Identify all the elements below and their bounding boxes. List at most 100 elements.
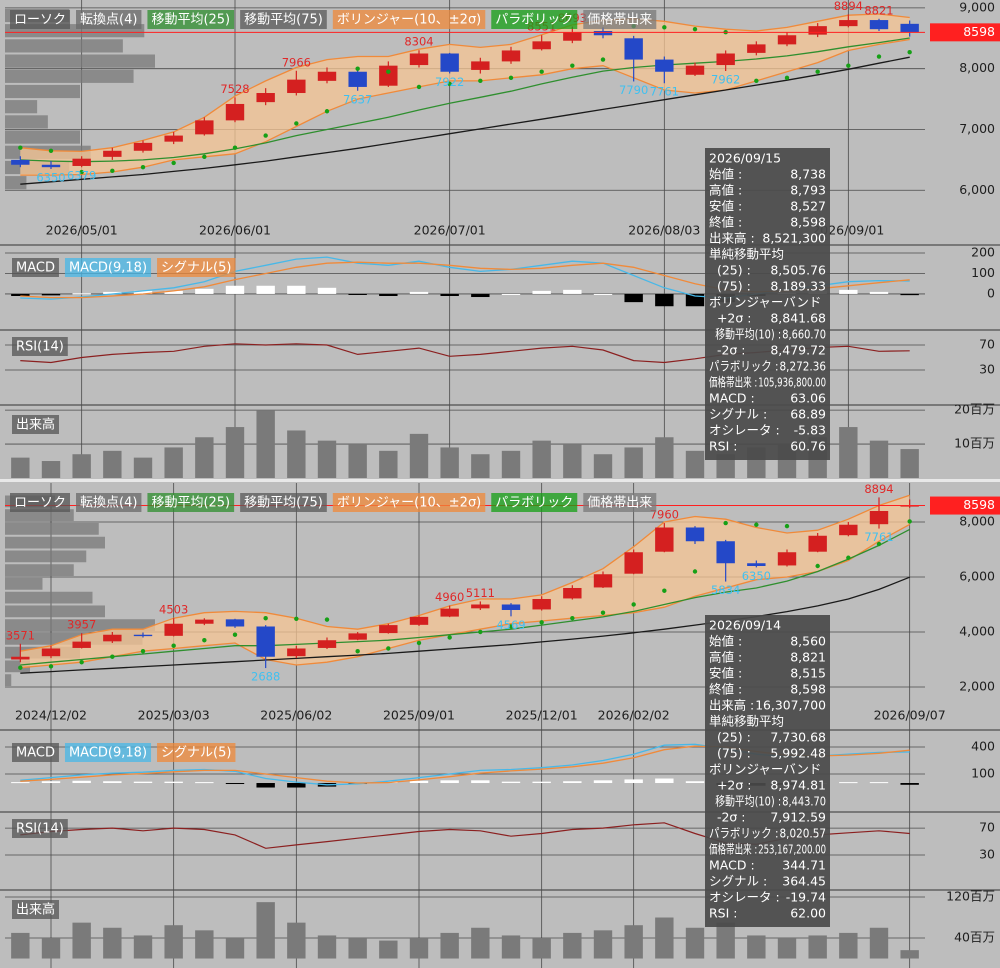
info-value: 105,936,800.00 bbox=[758, 375, 826, 390]
info-label: (25) : bbox=[709, 263, 751, 278]
legend-item-box bbox=[147, 493, 235, 512]
info-value: -19.74 bbox=[786, 890, 826, 905]
oscillator-bar bbox=[256, 783, 275, 788]
pivot-label: 7528 bbox=[220, 82, 249, 96]
legend-item: シグナル(5) bbox=[161, 261, 231, 276]
volume-bar bbox=[624, 925, 643, 959]
volume-bar bbox=[532, 938, 551, 959]
price-volume-bar bbox=[5, 115, 48, 129]
info-label: 高値 : bbox=[709, 183, 742, 198]
bollinger-lower bbox=[20, 523, 911, 669]
parabolic-dot bbox=[171, 160, 176, 166]
parabolic-dot bbox=[876, 541, 882, 547]
candle-body bbox=[164, 623, 183, 636]
legend-item-box bbox=[157, 258, 236, 277]
candle-body bbox=[103, 150, 122, 157]
parabolic-dot bbox=[692, 26, 698, 32]
legend-item-box bbox=[64, 258, 152, 277]
candle-body bbox=[716, 53, 735, 66]
y-tick-label: 100 bbox=[971, 265, 995, 280]
oscillator-bar bbox=[195, 288, 214, 294]
parabolic-dot bbox=[324, 109, 330, 114]
info-label: 価格帯出来 : bbox=[709, 375, 757, 390]
legend-item: 移動平均(25) bbox=[151, 496, 230, 511]
candle-body bbox=[225, 619, 245, 627]
x-tick-label: 2024/12/02 bbox=[15, 708, 87, 723]
pivot-label: 7761 bbox=[650, 85, 679, 99]
legend-item: 移動平均(25) bbox=[151, 13, 230, 28]
candle-body bbox=[164, 135, 183, 142]
volume-bar bbox=[317, 440, 337, 478]
last-price-tag bbox=[930, 23, 1000, 42]
oscillator-bar bbox=[440, 780, 459, 784]
parabolic-dot bbox=[110, 168, 115, 174]
oscillator-bar bbox=[317, 287, 337, 294]
volume-bar bbox=[471, 454, 490, 478]
oscillator-bar bbox=[869, 291, 889, 294]
y-tick-label: 30 bbox=[979, 847, 995, 862]
y-tick-label: 8,000 bbox=[959, 60, 995, 75]
legend-item: パラボリック bbox=[495, 13, 573, 28]
oscillator-bar bbox=[287, 783, 306, 788]
oscillator-bar bbox=[379, 293, 398, 296]
oscillator-bar bbox=[72, 293, 91, 295]
oscillator-bar bbox=[869, 782, 889, 784]
info-value: -5.83 bbox=[794, 423, 826, 438]
parabolic-dot bbox=[48, 664, 54, 669]
price-volume-bar bbox=[5, 619, 155, 631]
volume-bar bbox=[900, 449, 919, 478]
info-value: 5,992.48 bbox=[770, 746, 826, 761]
candle-body bbox=[532, 598, 551, 610]
volume-bar bbox=[256, 410, 275, 478]
info-value: 63.06 bbox=[790, 391, 826, 406]
oscillator-bar bbox=[839, 289, 858, 294]
info-label: MACD : bbox=[709, 391, 755, 406]
volume-bar bbox=[839, 427, 858, 478]
volume-bar bbox=[348, 938, 367, 959]
info-value: 8,793 bbox=[790, 183, 826, 198]
pivot-label: 4503 bbox=[159, 603, 188, 617]
oscillator-bar bbox=[900, 293, 919, 296]
candle-body bbox=[808, 26, 827, 35]
last-price-label: 8598 bbox=[963, 497, 995, 512]
info-value: 8,189.33 bbox=[770, 279, 826, 294]
info-label: シグナル : bbox=[709, 407, 767, 422]
info-label: 単純移動平均 bbox=[709, 247, 784, 262]
volume-bar bbox=[747, 935, 766, 959]
bollinger-upper bbox=[20, 13, 910, 153]
parabolic-dot bbox=[447, 81, 452, 87]
candle-body bbox=[287, 79, 306, 94]
oscillator-bar bbox=[685, 781, 705, 784]
legend-item-box bbox=[157, 743, 236, 762]
parabolic-dot bbox=[784, 75, 790, 81]
legend-item-box bbox=[491, 493, 578, 512]
oscillator-bar bbox=[532, 781, 551, 784]
candle-body bbox=[195, 619, 214, 624]
y-tick-label: 30 bbox=[979, 362, 995, 377]
volume-bar bbox=[103, 927, 122, 959]
parabolic-dot bbox=[263, 616, 268, 621]
oscillator-bar bbox=[839, 782, 858, 784]
x-tick-label: 2026/05/01 bbox=[46, 223, 118, 238]
oscillator-bar bbox=[72, 780, 91, 784]
price-chart: 2024/12/02 2025/03/03 2025/06/02 2025/09/01… bbox=[0, 479, 1000, 968]
pivot-label: 7960 bbox=[650, 508, 679, 522]
parabolic-dot bbox=[79, 660, 84, 665]
oscillator-bar bbox=[348, 293, 367, 295]
candle-body bbox=[41, 648, 61, 657]
parabolic-dot bbox=[355, 649, 360, 654]
candle-body bbox=[72, 158, 91, 166]
candle-body bbox=[777, 552, 797, 566]
moving-average-line bbox=[20, 56, 910, 185]
oscillator-bar bbox=[195, 782, 214, 784]
info-value: 8,738 bbox=[790, 167, 826, 182]
parabolic-dot bbox=[600, 610, 606, 615]
candle-body bbox=[256, 93, 275, 103]
moving-average-line bbox=[20, 528, 911, 666]
parabolic-dot bbox=[386, 646, 391, 651]
legend-item-box bbox=[583, 10, 657, 29]
oscillator-bar bbox=[532, 290, 551, 294]
legend-item-box bbox=[64, 743, 152, 762]
candle-body bbox=[348, 633, 367, 640]
